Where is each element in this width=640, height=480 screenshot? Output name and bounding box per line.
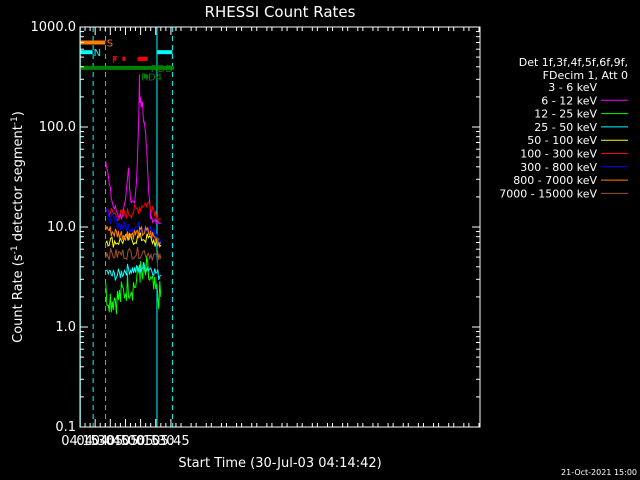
series-line	[105, 261, 162, 281]
y-tick-label: 10.0	[47, 220, 76, 235]
y-tick-label: 1.0	[55, 320, 76, 335]
legend-label: 7000 - 15000 keV	[499, 187, 597, 200]
x-tick-label: 05:30	[137, 434, 174, 449]
y-tick-label: 100.0	[39, 120, 76, 135]
legend-label: 6 - 12 keV	[541, 94, 597, 107]
series-line	[105, 207, 162, 244]
legend-label: 800 - 7000 keV	[513, 174, 597, 187]
flag-label-s: S	[107, 38, 113, 49]
y-axis-label: Count Rate (s-1 detector segment-1)	[10, 111, 26, 343]
x-tick-label: 04:45	[92, 434, 129, 449]
legend-label: 12 - 25 keV	[534, 108, 597, 121]
legend-label: 25 - 50 keV	[534, 121, 597, 134]
series-line	[105, 201, 161, 222]
chart-title: RHESSI Count Rates	[205, 3, 356, 21]
legend-header-line-1: Det 1f,3f,4f,5f,6f,9f,	[519, 56, 628, 69]
y-tick-label: 0.1	[55, 420, 76, 435]
x-tick-label: 04:15	[61, 434, 98, 449]
footer-timestamp: 21-Oct-2021 15:00	[561, 468, 637, 477]
flag-label-rdd: RDD	[151, 64, 174, 75]
legend: Det 1f,3f,4f,5f,6f,9f, FDecim 1, Att 0 3…	[499, 56, 628, 200]
x-tick-label: 05:45	[152, 434, 189, 449]
x-axis-label: Start Time (30-Jul-03 04:14:42)	[178, 456, 381, 471]
legend-label: 3 - 6 keV	[548, 81, 597, 94]
series-line	[105, 232, 162, 248]
y-tick-label: 1000.0	[31, 20, 77, 35]
legend-label: 50 - 100 keV	[527, 134, 597, 147]
legend-label: 300 - 800 keV	[520, 161, 597, 174]
x-tick-label: 05:15	[122, 434, 159, 449]
series-line	[105, 246, 162, 261]
legend-label: 100 - 300 keV	[520, 148, 597, 161]
flag-label-rd4: RD4	[141, 72, 162, 83]
series-line	[105, 74, 162, 225]
series-line	[105, 225, 162, 247]
legend-header-line-2: FDecim 1, Att 0	[543, 69, 628, 82]
series-line	[105, 256, 162, 315]
x-tick-label: 04:30	[76, 434, 113, 449]
x-tick-label: 05:00	[107, 434, 144, 449]
flag-label-f: F	[112, 55, 118, 66]
flag-label-n: N	[94, 48, 101, 59]
